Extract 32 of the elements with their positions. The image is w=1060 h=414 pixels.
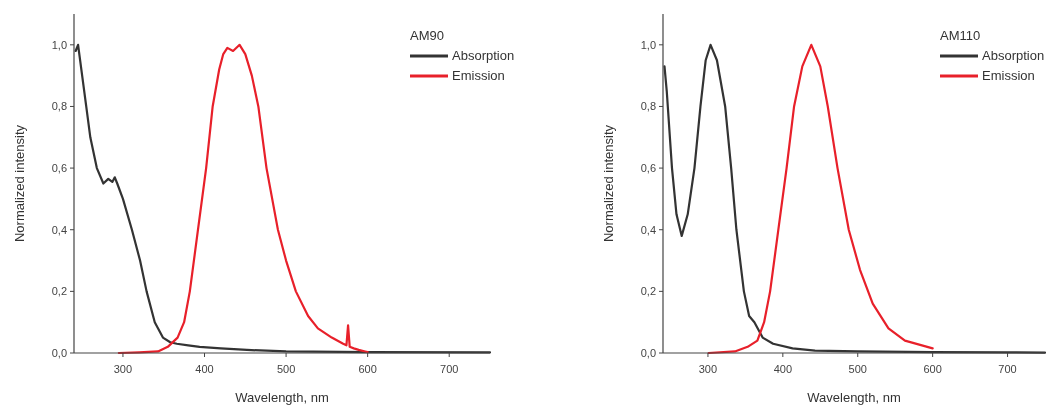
y-tick-label: 1,0 <box>51 38 67 51</box>
y-tick-label: 0,0 <box>51 347 67 359</box>
y-tick-label: 0,2 <box>640 285 656 298</box>
x-tick-label: 700 <box>440 363 459 375</box>
x-tick-label: 600 <box>358 363 377 375</box>
y-tick-label: 0,4 <box>51 223 67 236</box>
legend-title: AM90 <box>410 28 444 43</box>
x-tick-label: 700 <box>998 363 1017 375</box>
legend-label: Absorption <box>452 48 515 63</box>
x-tick-label: 500 <box>276 363 296 375</box>
x-tick-label: 600 <box>923 363 942 375</box>
y-tick-label: 1,0 <box>640 38 656 51</box>
legend-title: AM110 <box>940 28 981 43</box>
y-axis-title: Normalized intensity <box>12 124 27 243</box>
legend-label: Emission <box>982 68 1035 83</box>
y-tick-label: 0,8 <box>640 100 656 113</box>
y-tick-label: 0,4 <box>640 223 656 236</box>
x-tick-label: 400 <box>195 363 214 375</box>
x-axis-title: Wavelength, nm <box>235 390 329 405</box>
x-tick-label: 300 <box>113 363 133 375</box>
x-axis-title: Wavelength, nm <box>807 390 901 405</box>
x-tick-label: 500 <box>848 363 867 375</box>
y-tick-label: 0,6 <box>51 162 67 175</box>
y-tick-label: 0,2 <box>51 285 67 298</box>
legend-label: Emission <box>452 68 505 83</box>
x-tick-label: 300 <box>698 363 718 375</box>
y-tick-label: 0,8 <box>51 100 67 113</box>
x-tick-label: 400 <box>773 363 793 375</box>
y-tick-label: 0,0 <box>640 347 656 359</box>
y-tick-label: 0,6 <box>640 162 656 175</box>
y-axis-title: Normalized intensity <box>601 124 616 243</box>
legend-label: Absorption <box>982 48 1045 63</box>
